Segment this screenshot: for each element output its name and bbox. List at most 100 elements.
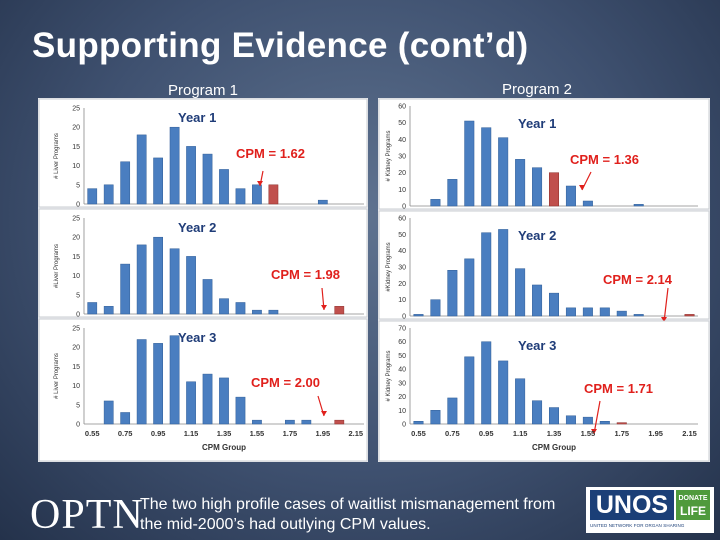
y-tick-label: 40 — [398, 367, 406, 374]
y-tick-label: 20 — [398, 281, 406, 288]
bar — [103, 400, 114, 425]
y-tick-label: 0 — [76, 312, 80, 319]
bar — [515, 159, 526, 207]
bar — [186, 146, 196, 205]
bar — [549, 407, 559, 425]
bar — [582, 307, 593, 317]
bar — [599, 421, 610, 425]
x-tick-label: 0.95 — [479, 429, 494, 438]
bar — [219, 298, 229, 315]
y-tick-label: 60 — [398, 104, 406, 111]
y-tick-label: 50 — [398, 120, 406, 127]
bar — [268, 309, 279, 315]
cpm-annotation: CPM = 1.62 — [236, 146, 305, 161]
bar — [532, 400, 543, 425]
bar — [430, 199, 441, 207]
bar — [582, 416, 593, 425]
bar — [153, 236, 163, 315]
annotation-arrow — [663, 287, 669, 323]
y-tick-label: 40 — [398, 248, 406, 255]
x-tick-label: 0.75 — [118, 429, 133, 438]
chart-panel-1: 0 5 10 15 20 25 # Liver Programs Year 1 CPM = 1.… — [38, 98, 368, 209]
bar — [447, 179, 458, 207]
y-tick-label: 5 — [76, 292, 80, 299]
program1-label: Program 1 — [168, 82, 239, 99]
bar — [464, 258, 475, 317]
bar — [219, 377, 229, 425]
y-tick-label: 10 — [398, 297, 406, 304]
bar — [413, 314, 424, 317]
bar — [633, 204, 644, 207]
highlight-bar — [334, 419, 345, 425]
y-tick-label: 0 — [76, 422, 80, 429]
slide-caption: The two high profile cases of waitlist m… — [140, 496, 556, 533]
chart-panel-2: 0 10 20 30 40 50 60 #Kidney Programs Year 2 CPM =… — [378, 210, 710, 323]
y-tick-label: 30 — [398, 154, 406, 161]
y-tick-label: 0 — [402, 204, 406, 211]
y-tick-label: 15 — [72, 144, 80, 151]
y-tick-label: 0 — [76, 202, 80, 209]
y-tick-label: 10 — [72, 383, 80, 390]
x-tick-label: 0.75 — [445, 429, 460, 438]
y-axis-label: # Kidney Programs — [386, 130, 392, 181]
bar — [565, 415, 576, 425]
unos-logo: UNOS DONATE LIFE UNITED NETWORK FOR ORGA… — [586, 487, 714, 533]
slide-title: Supporting Evidence (cont’d) — [32, 26, 529, 65]
highlight-bar — [616, 422, 627, 425]
bar — [136, 339, 147, 425]
y-tick-label: 0 — [402, 314, 406, 321]
panel-year-title: Year 2 — [518, 228, 556, 243]
highlight-bar — [268, 184, 279, 205]
panel-frame — [378, 98, 710, 210]
bar — [413, 421, 424, 425]
bar — [285, 419, 295, 425]
annotation-arrowhead — [257, 181, 263, 186]
chart-panel-2: 0 5 10 15 20 25 #Liver Programs Year 2 CPM = 1.9… — [38, 208, 368, 319]
y-tick-label: 25 — [72, 326, 80, 333]
y-axis-label: # Liver Programs — [54, 353, 60, 399]
y-tick-label: 0 — [402, 422, 406, 429]
bar — [136, 244, 147, 315]
bar — [430, 410, 441, 425]
bar — [464, 356, 475, 425]
bar — [599, 307, 610, 317]
panel-year-title: Year 1 — [518, 116, 556, 131]
bar — [582, 200, 593, 207]
program2-chart: 0 10 20 30 40 50 60 # Kidney Programs Year 1 CPM … — [378, 98, 710, 462]
bar — [252, 309, 262, 315]
bar — [202, 153, 213, 205]
panel-year-title: Year 3 — [518, 338, 556, 353]
bar — [498, 360, 509, 425]
cpm-annotation: CPM = 2.14 — [603, 272, 673, 287]
y-tick-label: 70 — [398, 326, 406, 333]
y-tick-label: 20 — [72, 125, 80, 132]
bar — [169, 248, 180, 315]
bar — [235, 188, 246, 205]
bar — [103, 306, 114, 315]
cpm-annotation: CPM = 1.71 — [584, 381, 653, 396]
bar — [549, 292, 559, 317]
chart-panel-3: 0 10 20 30 40 50 60 70 # Kidney Programs Year 3 CP… — [378, 320, 710, 462]
bar — [481, 232, 492, 317]
bar — [481, 341, 492, 425]
bar — [515, 268, 526, 317]
bar — [120, 263, 131, 315]
y-tick-label: 10 — [398, 187, 406, 194]
x-tick-label: 0.55 — [85, 429, 100, 438]
y-tick-label: 30 — [398, 380, 406, 387]
y-tick-label: 30 — [398, 265, 406, 272]
bar — [153, 157, 163, 205]
donate-life-badge: DONATE LIFE — [676, 490, 710, 520]
bar — [532, 167, 543, 207]
bar — [202, 373, 213, 425]
y-tick-label: 20 — [398, 170, 406, 177]
highlight-bar — [549, 172, 559, 207]
bar — [633, 314, 644, 317]
x-tick-label: 1.55 — [581, 429, 596, 438]
y-tick-label: 5 — [76, 402, 80, 409]
bar — [464, 120, 475, 207]
bar — [252, 184, 262, 205]
x-tick-label: 1.75 — [283, 429, 298, 438]
bar — [186, 256, 196, 315]
bar — [235, 302, 246, 315]
